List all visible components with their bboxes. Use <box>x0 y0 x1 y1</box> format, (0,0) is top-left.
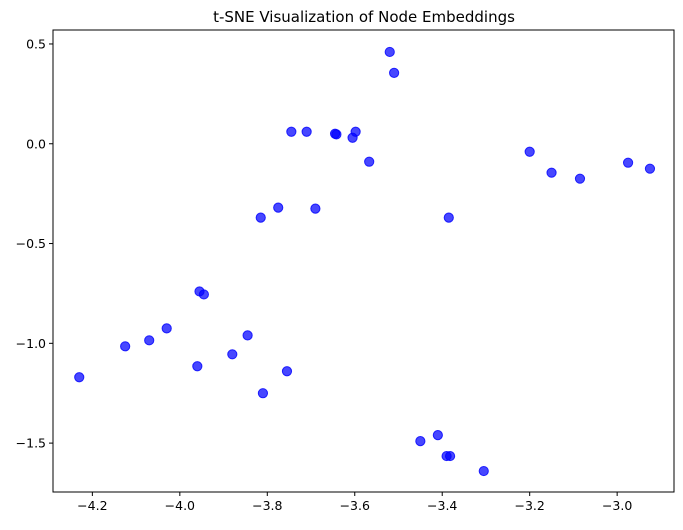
data-point <box>74 372 85 383</box>
y-tick-label: 0.0 <box>26 136 46 151</box>
data-point <box>331 129 342 140</box>
x-tick-label: −4.0 <box>165 498 195 513</box>
y-tick-label: −1.0 <box>16 336 46 351</box>
y-tick-label: −0.5 <box>16 236 46 251</box>
x-tick-label: −3.4 <box>427 498 457 513</box>
x-axis: −4.2 −4.0 −3.8 −3.6 −3.4 −3.2 −3.0 <box>77 492 632 513</box>
data-point <box>415 436 426 447</box>
data-point <box>161 323 172 334</box>
data-point <box>192 361 203 372</box>
y-tick-label: −1.5 <box>16 436 46 451</box>
data-point <box>644 163 656 174</box>
data-point <box>227 349 238 360</box>
x-tick-label: −3.0 <box>602 498 632 513</box>
y-axis: 0.5 0.0 −0.5 −1.0 −1.5 <box>16 36 53 451</box>
data-point <box>120 341 131 352</box>
data-point <box>444 450 456 462</box>
data-point <box>622 157 634 168</box>
chart-title: t-SNE Visualization of Node Embeddings <box>213 8 515 26</box>
data-point <box>273 202 284 213</box>
data-point <box>432 430 443 441</box>
data-point <box>364 156 375 167</box>
data-point <box>255 212 266 223</box>
data-point <box>478 465 489 477</box>
data-point <box>242 330 253 341</box>
data-point <box>384 46 395 58</box>
y-tick-label: 0.5 <box>26 36 46 51</box>
data-point <box>301 126 312 137</box>
x-tick-label: −3.6 <box>340 498 370 513</box>
data-point <box>443 212 454 223</box>
data-point <box>524 146 535 157</box>
data-point <box>257 388 269 399</box>
data-point <box>281 366 293 377</box>
data-point <box>574 173 586 184</box>
data-point <box>350 126 361 137</box>
data-point <box>198 289 209 300</box>
data-point <box>389 67 400 79</box>
plot-frame <box>52 29 675 493</box>
x-tick-label: −3.8 <box>252 498 282 513</box>
x-tick-label: −3.2 <box>515 498 545 513</box>
points-layer <box>74 46 656 477</box>
data-point <box>546 167 557 178</box>
x-tick-label: −4.2 <box>77 498 107 513</box>
data-point <box>310 203 321 214</box>
data-point <box>286 126 297 137</box>
data-point <box>144 335 155 346</box>
